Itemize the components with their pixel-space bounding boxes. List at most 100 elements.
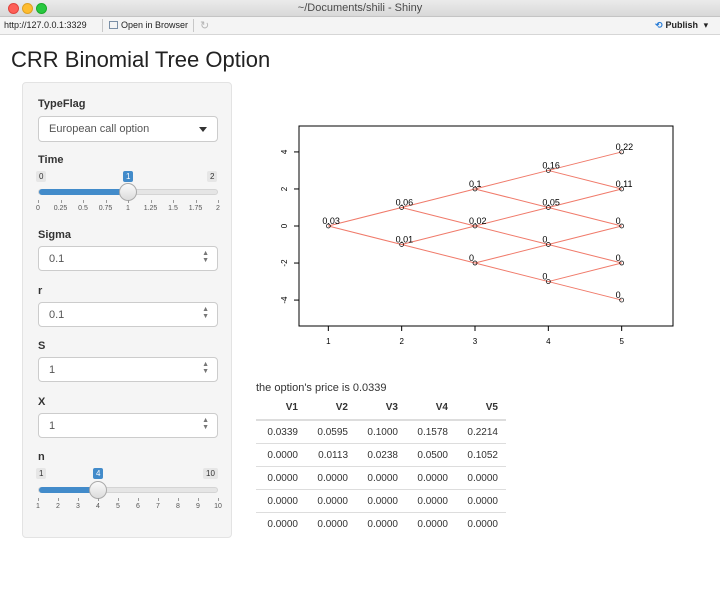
x-tick-label: 1 (326, 337, 331, 346)
y-tick-label: 0 (280, 223, 289, 228)
page-title: CRR Binomial Tree Option (11, 47, 271, 72)
slider-tick (78, 498, 79, 501)
publish-label: Publish (665, 20, 699, 30)
table-cell: 0.0113 (306, 443, 356, 467)
slider-tick (218, 200, 219, 203)
slider-tick-label: 0.5 (78, 205, 88, 212)
slider-tick-label: 2 (216, 205, 220, 212)
table-header-cell: V3 (356, 397, 406, 421)
node-label: 0.03 (322, 216, 340, 226)
zoom-window-button[interactable] (36, 3, 47, 14)
table-header-cell: V5 (456, 397, 506, 421)
table-cell: 0.0000 (406, 489, 456, 513)
tree-edge (474, 206, 549, 227)
browser-icon (109, 21, 118, 29)
close-window-button[interactable] (8, 3, 19, 14)
slider-tick (218, 498, 219, 501)
node-label: 0 (469, 253, 474, 263)
s-input[interactable]: 1 ▲ ▼ (38, 357, 218, 382)
node-label: 0.01 (396, 235, 414, 245)
node-label: 0 (542, 235, 547, 245)
n-slider-handle[interactable] (88, 481, 107, 499)
n-slider-ticks: 1 2 3 4 5 6 7 8 9 10 (36, 498, 222, 512)
slider-tick (128, 200, 129, 203)
table-body: 0.0339 0.0595 0.1000 0.1578 0.2214 0.0000 0.01… (256, 419, 506, 536)
r-input[interactable]: 0.1 ▲ ▼ (38, 302, 218, 327)
tree-edge (474, 169, 549, 190)
slider-tick-label: 8 (176, 503, 180, 510)
tree-node (472, 260, 478, 266)
tree-edge (328, 225, 402, 246)
time-slider-handle[interactable] (119, 183, 137, 201)
sigma-input[interactable]: 0.1 ▲ ▼ (38, 246, 218, 271)
n-label: n (38, 451, 45, 463)
open-in-browser-button[interactable]: Open in Browser (109, 20, 188, 30)
tree-edge (328, 206, 402, 227)
n-slider-value: 4 (92, 468, 104, 479)
tree-edge (401, 225, 476, 246)
tree-edge (548, 151, 622, 171)
slider-tick-label: 0 (36, 205, 40, 212)
typeflag-value: European call option (49, 123, 150, 135)
time-slider-fill (39, 189, 129, 195)
r-value: 0.1 (49, 309, 65, 321)
node-label: 0.22 (616, 142, 634, 152)
node-label: 0 (616, 290, 621, 300)
sigma-label: Sigma (38, 229, 72, 241)
x-tick-label: 4 (546, 337, 551, 346)
table-cell: 0.0000 (456, 512, 506, 536)
minimize-window-button[interactable] (22, 3, 33, 14)
s-value: 1 (49, 364, 56, 376)
spinner-icon[interactable]: ▲ ▼ (202, 361, 209, 375)
spinner-icon[interactable]: ▲ ▼ (202, 250, 209, 264)
node-label: 0.05 (542, 197, 560, 207)
table-cell: 0.0000 (406, 512, 456, 536)
slider-tick (98, 498, 99, 501)
slider-tick (60, 200, 62, 203)
publish-icon: ⟲ (655, 20, 663, 30)
table-header-cell: V4 (406, 397, 456, 421)
tree-edge (401, 188, 476, 208)
toolbar-divider (193, 19, 194, 32)
tree-node (325, 223, 331, 229)
sidebar-panel: TypeFlag European call option Time 0 2 1… (22, 82, 232, 538)
publish-button[interactable]: ⟲ Publish ▾ (655, 20, 708, 31)
tree-node (545, 205, 551, 210)
tree-node (545, 168, 551, 173)
table-header-row: V1 V2 V3 V4 V5 (256, 397, 506, 421)
slider-tick-label: 10 (214, 503, 222, 510)
value-table: V1 V2 V3 V4 V5 0.0339 0.0595 0.1000 0.1578 0.221… (256, 397, 506, 536)
slider-tick (158, 498, 159, 501)
slider-tick (105, 200, 107, 203)
node-label: 0 (616, 253, 621, 263)
table-cell: 0.1052 (456, 443, 506, 467)
table-cell: 0.1578 (406, 419, 456, 444)
x-input[interactable]: 1 ▲ ▼ (38, 413, 218, 438)
tree-node (399, 205, 405, 210)
open-in-browser-label: Open in Browser (121, 20, 189, 30)
table-row: 0.0000 0.0113 0.0238 0.0500 0.1052 (256, 443, 506, 467)
r-label: r (38, 285, 43, 297)
tree-edge (474, 262, 549, 283)
table-row: 0.0000 0.0000 0.0000 0.0000 0.0000 (256, 466, 506, 490)
typeflag-select[interactable]: European call option (38, 116, 218, 142)
x-label: X (38, 396, 46, 408)
tree-node (399, 242, 405, 247)
slider-tick (150, 200, 152, 203)
n-slider-fill (39, 487, 99, 493)
n-slider-min: 1 (36, 468, 47, 479)
refresh-icon[interactable]: ↻ (200, 20, 210, 32)
spinner-icon[interactable]: ▲ ▼ (202, 417, 209, 431)
time-label: Time (38, 154, 64, 166)
slider-tick-label: 2 (56, 503, 60, 510)
spinner-icon[interactable]: ▲ ▼ (202, 306, 209, 320)
table-cell: 0.0000 (256, 443, 306, 467)
tree-node (619, 186, 625, 192)
table-cell: 0.0238 (356, 443, 406, 467)
table-row: 0.0339 0.0595 0.1000 0.1578 0.2214 (256, 419, 506, 444)
slider-tick-label: 6 (136, 503, 140, 510)
x-tick-label: 2 (399, 337, 404, 346)
n-slider-track[interactable] (38, 487, 218, 493)
slider-tick (178, 498, 179, 501)
time-slider-ticks: 0 0.25 0.5 0.75 1 1.25 1.5 1.75 2 (36, 200, 220, 214)
